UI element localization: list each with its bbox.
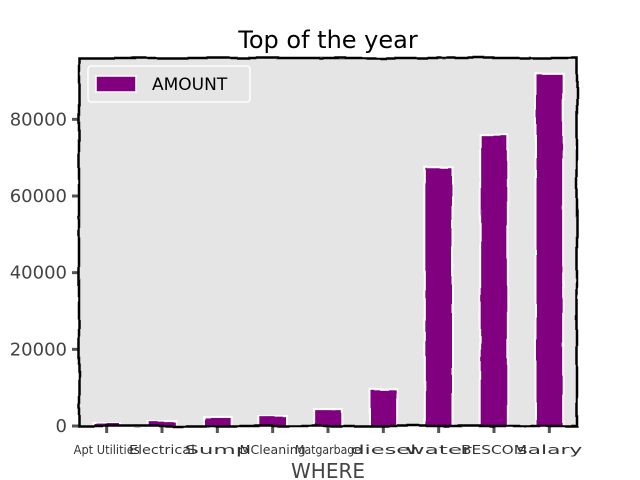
plot-frame bbox=[77, 56, 579, 428]
bar bbox=[534, 72, 565, 427]
bar bbox=[368, 387, 399, 428]
y-tick-label: 40000 bbox=[10, 263, 67, 284]
chart-title: Top of the year bbox=[237, 26, 418, 54]
y-axis-ticks: 0 20000 40000 60000 80000 bbox=[10, 109, 79, 437]
x-tick-label: MCleaning bbox=[240, 443, 306, 457]
bar bbox=[202, 415, 233, 427]
x-tick-label: Matgarbage bbox=[295, 443, 361, 457]
legend-swatch bbox=[95, 75, 137, 93]
legend-box bbox=[87, 65, 251, 103]
y-tick-label: 20000 bbox=[10, 339, 67, 360]
x-axis-label: WHERE bbox=[291, 459, 365, 480]
legend-label: AMOUNT bbox=[152, 75, 228, 95]
x-tick-label: Apt Utilities bbox=[74, 443, 140, 457]
x-tick-label: Electrical bbox=[129, 443, 195, 457]
bar bbox=[313, 408, 343, 427]
x-tick-label: BESCOM bbox=[461, 443, 527, 457]
bar bbox=[423, 166, 454, 427]
x-tick-label: salary bbox=[516, 443, 582, 457]
x-tick-label: diesel bbox=[350, 443, 416, 457]
x-tick-label: Sump bbox=[184, 443, 250, 457]
x-axis-ticks: Apt UtilitiesElectricalSumpMCleaningMatg… bbox=[74, 426, 582, 457]
bar bbox=[257, 414, 288, 427]
legend: AMOUNT bbox=[87, 65, 251, 103]
y-tick-label: 80000 bbox=[10, 109, 67, 130]
bar bbox=[479, 133, 509, 428]
x-tick-label: water bbox=[406, 443, 472, 457]
y-tick-label: 60000 bbox=[10, 186, 67, 207]
y-tick-label: 0 bbox=[56, 416, 67, 437]
